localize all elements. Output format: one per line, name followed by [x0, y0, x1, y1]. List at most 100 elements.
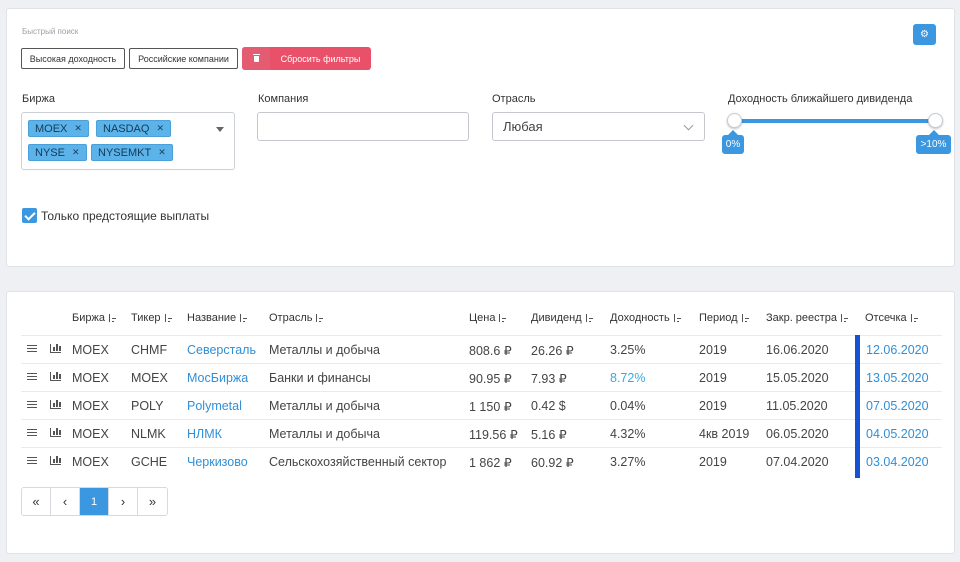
column-header-sector[interactable]: Отрасль	[269, 312, 324, 324]
nearest-cutoff-marker	[855, 335, 860, 478]
cell-ticker: CHMF	[131, 343, 168, 357]
list-icon[interactable]	[27, 457, 37, 465]
yield-slider-track[interactable]	[734, 119, 936, 123]
cell-exchange: MOEX	[72, 343, 109, 357]
sort-icon	[741, 314, 750, 322]
bar-chart-icon[interactable]	[50, 428, 61, 437]
sort-icon	[673, 314, 682, 322]
column-header-label: Период	[699, 312, 738, 324]
table-row: MOEX POLY Polymetal Металлы и добыча 1 1…	[21, 391, 942, 419]
exchange-multiselect[interactable]: MOEX ✕ NASDAQ ✕ NYSE ✕ NYSEMKT ✕	[21, 112, 235, 170]
exchange-chip: NASDAQ ✕	[96, 120, 172, 137]
cell-price: 90.95 ₽	[469, 372, 512, 386]
chevron-down-icon	[683, 120, 694, 131]
column-header-period[interactable]: Период	[699, 312, 750, 324]
cell-dividend: 26.26 ₽	[531, 344, 574, 358]
sort-icon	[240, 314, 248, 322]
bar-chart-icon[interactable]	[50, 456, 61, 465]
quick-high-yield-button[interactable]: Высокая доходность	[21, 48, 125, 69]
column-header-label: Отсечка	[865, 312, 907, 324]
cell-yield: 3.25%	[610, 343, 646, 357]
cell-cutoff-link[interactable]: 04.05.2020	[866, 427, 929, 441]
cell-name-link[interactable]: Черкизово	[187, 455, 248, 469]
list-icon[interactable]	[27, 373, 37, 381]
column-header-yield[interactable]: Доходность	[610, 312, 682, 324]
remove-chip-icon[interactable]: ✕	[156, 123, 165, 133]
cell-price: 1 150 ₽	[469, 400, 512, 414]
cell-sector: Сельскохозяйственный сектор	[269, 455, 447, 469]
cell-name-link[interactable]: НЛМК	[187, 427, 222, 441]
upcoming-payments-checkbox[interactable]	[22, 208, 37, 223]
remove-chip-icon[interactable]: ✕	[71, 147, 80, 157]
first-page-button[interactable]: «	[22, 488, 51, 515]
yield-slider-max-handle[interactable]	[928, 113, 943, 128]
last-page-button[interactable]: »	[138, 488, 167, 515]
column-header-exchange[interactable]: Биржа	[72, 312, 117, 324]
remove-chip-icon[interactable]: ✕	[74, 123, 82, 133]
gear-icon: ⚙	[920, 29, 929, 40]
column-header-name[interactable]: Название	[187, 312, 248, 324]
dividends-table-panel: Биржа Тикер Название Отрасль Цена Дивиде…	[6, 291, 955, 554]
sector-select[interactable]: Любая	[492, 112, 705, 141]
cell-name-link[interactable]: Polymetal	[187, 399, 242, 413]
column-header-label: Название	[187, 312, 237, 324]
sort-icon	[316, 314, 324, 322]
chip-label: MOEX	[35, 122, 68, 135]
sector-label: Отрасль	[492, 93, 536, 105]
pagination: « ‹ 1 › »	[21, 487, 168, 516]
next-page-button[interactable]: ›	[109, 488, 138, 515]
cell-cutoff-link[interactable]: 07.05.2020	[866, 399, 929, 413]
reset-filters-button[interactable]: Сбросить фильтры	[242, 47, 371, 70]
cell-sector: Металлы и добыча	[269, 399, 380, 413]
cell-period: 4кв 2019	[699, 427, 750, 441]
prev-page-button[interactable]: ‹	[51, 488, 80, 515]
chip-label: NYSE	[35, 146, 65, 159]
filter-panel: Быстрый поиск Высокая доходность Российс…	[6, 8, 955, 267]
cell-cutoff-link[interactable]: 13.05.2020	[866, 371, 929, 385]
column-header-ticker[interactable]: Тикер	[131, 312, 173, 324]
cell-period: 2019	[699, 371, 727, 385]
bar-chart-icon[interactable]	[50, 344, 61, 353]
exchange-chip: NYSE ✕	[28, 144, 87, 161]
sort-icon	[585, 314, 594, 322]
cell-cutoff-link[interactable]: 03.04.2020	[866, 455, 929, 469]
cell-price: 119.56 ₽	[469, 428, 518, 442]
cell-ticker: MOEX	[131, 371, 168, 385]
company-input[interactable]	[257, 112, 469, 141]
settings-button[interactable]: ⚙	[913, 24, 936, 45]
column-header-registry-close[interactable]: Закр. реестра	[766, 312, 849, 324]
sort-icon	[164, 314, 173, 322]
cell-name-link[interactable]: МосБиржа	[187, 371, 249, 385]
list-icon[interactable]	[27, 401, 37, 409]
table-row: MOEX MOEX МосБиржа Банки и финансы 90.95…	[21, 363, 942, 391]
cell-price: 1 862 ₽	[469, 456, 512, 470]
column-header-cutoff[interactable]: Отсечка	[865, 312, 919, 324]
bar-chart-icon[interactable]	[50, 400, 61, 409]
column-header-label: Доходность	[610, 312, 670, 324]
company-label: Компания	[258, 93, 309, 105]
cell-cutoff-link[interactable]: 12.06.2020	[866, 343, 929, 357]
column-header-label: Дивиденд	[531, 312, 582, 324]
cell-exchange: MOEX	[72, 399, 109, 413]
remove-chip-icon[interactable]: ✕	[158, 147, 166, 157]
list-icon[interactable]	[27, 345, 37, 353]
column-header-dividend[interactable]: Дивиденд	[531, 312, 594, 324]
quick-russian-companies-button[interactable]: Российские компании	[129, 48, 238, 69]
cell-price: 808.6 ₽	[469, 344, 512, 358]
column-header-label: Отрасль	[269, 312, 313, 324]
column-header-label: Закр. реестра	[766, 312, 837, 324]
chevron-down-icon[interactable]	[216, 127, 224, 132]
upcoming-payments-label: Только предстоящие выплаты	[41, 209, 210, 223]
trash-icon	[242, 47, 270, 70]
exchange-chip: MOEX ✕	[28, 120, 89, 137]
cell-registry-close: 15.05.2020	[766, 371, 829, 385]
cell-name-link[interactable]: Северсталь	[187, 343, 256, 357]
cell-period: 2019	[699, 343, 727, 357]
yield-slider-min-handle[interactable]	[727, 113, 742, 128]
bar-chart-icon[interactable]	[50, 372, 61, 381]
list-icon[interactable]	[27, 429, 37, 437]
chip-label: NASDAQ	[103, 122, 150, 135]
column-header-price[interactable]: Цена	[469, 312, 507, 324]
page-1-button[interactable]: 1	[80, 488, 109, 515]
cell-sector: Банки и финансы	[269, 371, 371, 385]
